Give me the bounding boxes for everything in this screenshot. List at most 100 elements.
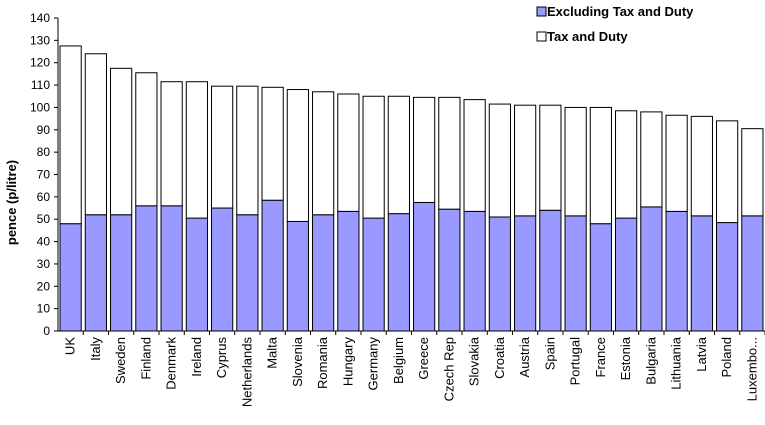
bar-tax-and-duty xyxy=(110,67,133,216)
x-category-label: Bulgaria xyxy=(643,336,658,384)
bar-excluding-tax xyxy=(135,205,158,332)
bar-tax-and-duty xyxy=(539,104,562,211)
legend-swatch xyxy=(536,31,547,42)
x-tick-labels: UK Italy Sweden Finland Denmark Ireland Cyprus… xyxy=(63,336,760,407)
x-category-label: Finland xyxy=(138,337,153,380)
bar-tax-and-duty xyxy=(514,104,537,217)
bar-tax-and-duty xyxy=(564,106,587,217)
x-category-label: France xyxy=(593,337,608,377)
legend-swatch xyxy=(536,6,547,17)
bar-excluding-tax xyxy=(514,215,537,332)
y-tick-label: 130 xyxy=(30,33,50,47)
bar-excluding-tax xyxy=(463,210,486,332)
bar-excluding-tax xyxy=(716,222,739,332)
bar-tax-and-duty xyxy=(463,99,486,212)
bar-tax-and-duty xyxy=(236,85,259,216)
x-category-label: Poland xyxy=(719,337,734,377)
bar-excluding-tax xyxy=(337,210,360,332)
y-tick-label: 30 xyxy=(37,257,51,271)
x-category-label: Hungary xyxy=(340,337,355,387)
x-category-label: Sweden xyxy=(113,337,128,384)
bar-excluding-tax xyxy=(160,205,183,332)
bar-excluding-tax xyxy=(615,217,638,332)
bar-excluding-tax xyxy=(640,206,663,332)
bar-excluding-tax xyxy=(589,223,612,332)
legend-label: Tax and Duty xyxy=(547,29,628,44)
legend: Excluding Tax and Duty Tax and Duty xyxy=(536,4,694,44)
bar-excluding-tax xyxy=(387,213,410,332)
x-category-label: Portugal xyxy=(568,337,583,386)
x-category-label: Romania xyxy=(315,336,330,389)
bar-tax-and-duty xyxy=(211,85,234,209)
bar-tax-and-duty xyxy=(312,91,335,216)
bar-excluding-tax xyxy=(741,215,764,332)
bar-excluding-tax xyxy=(286,220,309,332)
y-tick-labels: 0 10 20 30 40 50 60 70 80 90 100 110 120 130 140 xyxy=(30,11,50,338)
x-category-label: Malta xyxy=(265,336,280,369)
x-category-label: Lithuania xyxy=(669,336,684,390)
x-category-label: Estonia xyxy=(618,336,633,380)
y-tick-label: 140 xyxy=(30,11,50,25)
legend-label: Excluding Tax and Duty xyxy=(547,4,694,19)
bar-excluding-tax xyxy=(413,201,436,332)
x-category-label: Slovenia xyxy=(290,336,305,387)
bar-tax-and-duty xyxy=(665,114,688,212)
x-category-label: UK xyxy=(63,337,78,355)
y-tick-label: 70 xyxy=(37,168,51,182)
x-category-label: Luxembo... xyxy=(744,337,759,401)
x-category-label: Greece xyxy=(416,337,431,380)
y-tick-label: 80 xyxy=(37,145,51,159)
x-category-label: Croatia xyxy=(492,336,507,379)
x-category-label: Czech Rep xyxy=(441,337,456,401)
bar-tax-and-duty xyxy=(84,53,107,216)
bar-excluding-tax xyxy=(488,216,511,332)
bar-tax-and-duty xyxy=(690,115,713,217)
x-category-label: Ireland xyxy=(189,337,204,377)
bar-tax-and-duty xyxy=(413,96,436,203)
bar-excluding-tax xyxy=(236,214,259,332)
bar-tax-and-duty xyxy=(589,106,612,225)
bar-excluding-tax xyxy=(438,208,461,332)
y-tick-label: 50 xyxy=(37,212,51,226)
y-tick-label: 100 xyxy=(30,100,50,114)
x-category-label: Spain xyxy=(542,337,557,370)
bar-tax-and-duty xyxy=(640,111,663,208)
bar-excluding-tax xyxy=(312,214,335,332)
bar-tax-and-duty xyxy=(438,96,461,210)
bar-tax-and-duty xyxy=(488,103,511,218)
bar-excluding-tax xyxy=(211,207,234,332)
y-tick-label: 40 xyxy=(37,235,51,249)
bar-tax-and-duty xyxy=(59,45,82,225)
x-category-label: Italy xyxy=(88,337,103,361)
x-category-label: Netherlands xyxy=(239,337,254,408)
y-tick-label: 110 xyxy=(31,78,50,92)
bars xyxy=(59,45,764,332)
bar-tax-and-duty xyxy=(185,81,208,219)
bar-excluding-tax xyxy=(665,210,688,332)
y-tick-label: 90 xyxy=(37,123,51,137)
bar-excluding-tax xyxy=(690,215,713,332)
y-tick-label: 10 xyxy=(37,302,51,316)
x-category-label: Austria xyxy=(517,336,532,377)
x-category-label: Latvia xyxy=(694,336,709,371)
bar-tax-and-duty xyxy=(135,72,158,207)
y-tick-label: 60 xyxy=(37,190,51,204)
y-tick-label: 0 xyxy=(43,324,50,338)
bar-tax-and-duty xyxy=(615,110,638,219)
bar-tax-and-duty xyxy=(160,81,183,207)
y-tick-label: 20 xyxy=(37,279,51,293)
bar-tax-and-duty xyxy=(387,95,410,215)
bar-excluding-tax xyxy=(362,217,385,332)
bar-excluding-tax xyxy=(84,214,107,332)
bar-excluding-tax xyxy=(261,199,284,332)
bar-tax-and-duty xyxy=(261,86,284,201)
bar-excluding-tax xyxy=(539,209,562,332)
x-category-label: Cyprus xyxy=(214,337,229,379)
bar-excluding-tax xyxy=(185,217,208,332)
bar-tax-and-duty xyxy=(286,89,309,222)
y-axis-title: pence (p/litre) xyxy=(4,160,19,245)
x-category-label: Germany xyxy=(366,337,381,391)
bar-excluding-tax xyxy=(59,223,82,332)
x-category-label: Slovakia xyxy=(467,336,482,386)
